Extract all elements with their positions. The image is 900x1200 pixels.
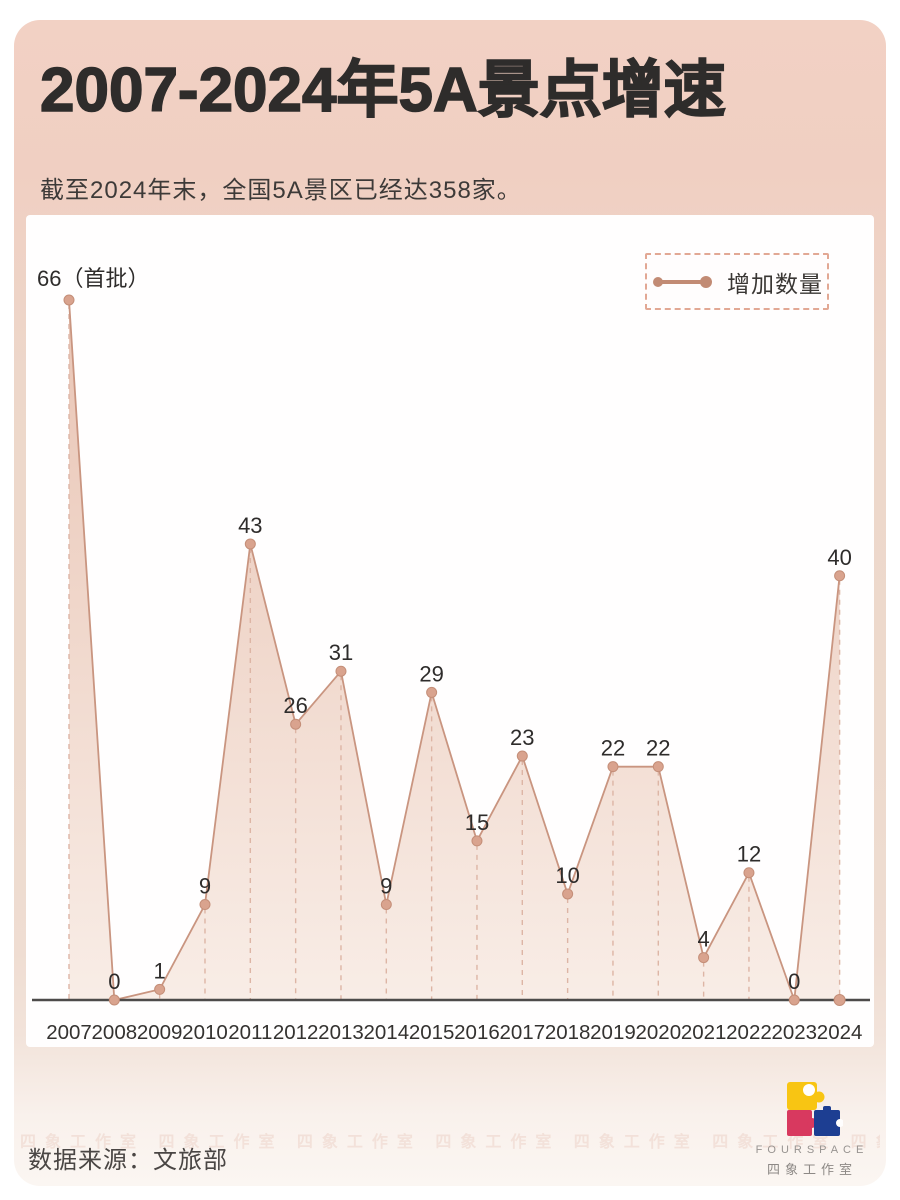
page-title: 2007-2024年5A景点增速 <box>39 55 726 125</box>
point-value-label: 43 <box>238 513 262 538</box>
x-tick-label: 2019 <box>590 1021 636 1044</box>
data-point-dot <box>788 994 800 1006</box>
point-value-label: 0 <box>788 969 800 994</box>
point-value-label: 22 <box>646 736 670 761</box>
x-tick-label: 2009 <box>137 1021 183 1044</box>
data-point-dot <box>108 994 120 1006</box>
data-source-note: 数据来源：文旅部 <box>28 1147 228 1174</box>
x-tick-label: 2015 <box>409 1021 455 1044</box>
point-value-label: 0 <box>108 969 120 994</box>
point-value-label: 15 <box>465 810 489 835</box>
x-tick-label: 2022 <box>726 1021 772 1044</box>
data-point-dot <box>380 899 392 911</box>
brand-name-cn: 四象工作室 <box>766 1162 857 1177</box>
axis-end-dot <box>833 994 846 1006</box>
point-value-label: 26 <box>283 693 307 718</box>
x-tick-label: 2012 <box>273 1021 319 1044</box>
data-point-dot <box>154 983 166 995</box>
point-value-label: 10 <box>555 863 579 888</box>
data-point-dot <box>426 686 438 698</box>
data-point-dot <box>199 899 211 911</box>
point-value-label: 66（首批） <box>37 266 149 291</box>
brand-block: FOURSPACE 四象工作室 <box>732 1080 892 1178</box>
chart-legend[interactable]: 增加数量 <box>645 253 829 310</box>
x-tick-label: 2013 <box>318 1021 364 1044</box>
point-value-label: 12 <box>737 842 761 867</box>
page-subtitle: 截至2024年末，全国5A景区已经达358家。 <box>40 177 522 204</box>
x-tick-label: 2024 <box>817 1021 863 1044</box>
point-value-label: 29 <box>419 661 443 686</box>
data-point-dot <box>244 538 256 550</box>
fourspace-logo-icon <box>787 1082 843 1136</box>
data-point-dot <box>471 835 483 847</box>
point-value-label: 1 <box>154 958 166 983</box>
data-point-dot <box>652 761 664 773</box>
data-point-dot <box>290 718 302 730</box>
x-tick-label: 2011 <box>228 1021 272 1044</box>
point-value-label: 9 <box>199 874 211 899</box>
legend-label: 增加数量 <box>727 270 823 297</box>
data-point-dot <box>834 570 846 582</box>
x-tick-label: 2017 <box>499 1021 545 1044</box>
watermark-strip: 四象工作室 四象工作室 四象工作室 四象工作室 四象工作室 四象工作室 四象工作… <box>20 1134 880 1151</box>
chart-panel: 66（首批） 0 1 9 43 26 31 9 29 15 23 10 22 22 4 12 0 40 2007 20… <box>26 215 874 1047</box>
series-line <box>68 299 841 1002</box>
data-point-dot <box>63 294 75 306</box>
x-tick-label: 2018 <box>545 1021 591 1044</box>
x-tick-label: 2023 <box>771 1021 817 1044</box>
x-tick-label: 2008 <box>92 1021 138 1044</box>
point-value-label: 31 <box>329 640 353 665</box>
x-tick-label: 2021 <box>681 1021 727 1044</box>
point-value-label: 40 <box>827 545 851 570</box>
x-tick-label: 2016 <box>454 1021 500 1044</box>
data-point-dot <box>562 888 574 900</box>
area-fill <box>69 300 840 1000</box>
data-point-dot <box>698 952 710 964</box>
point-value-label: 9 <box>380 874 392 899</box>
x-tick-label: 2010 <box>182 1021 228 1044</box>
x-tick-label: 2007 <box>46 1021 92 1044</box>
data-point-dot <box>516 750 528 762</box>
brand-name-en: FOURSPACE <box>755 1144 869 1156</box>
legend-line-marker-icon <box>653 275 712 288</box>
x-tick-label: 2014 <box>364 1021 410 1044</box>
data-point-dot <box>335 665 347 677</box>
x-tick-label: 2020 <box>635 1021 681 1044</box>
data-point-dot <box>607 761 619 773</box>
data-point-dot <box>743 867 755 879</box>
point-value-label: 23 <box>510 725 534 750</box>
point-value-label: 22 <box>601 736 625 761</box>
point-value-label: 4 <box>697 927 709 952</box>
